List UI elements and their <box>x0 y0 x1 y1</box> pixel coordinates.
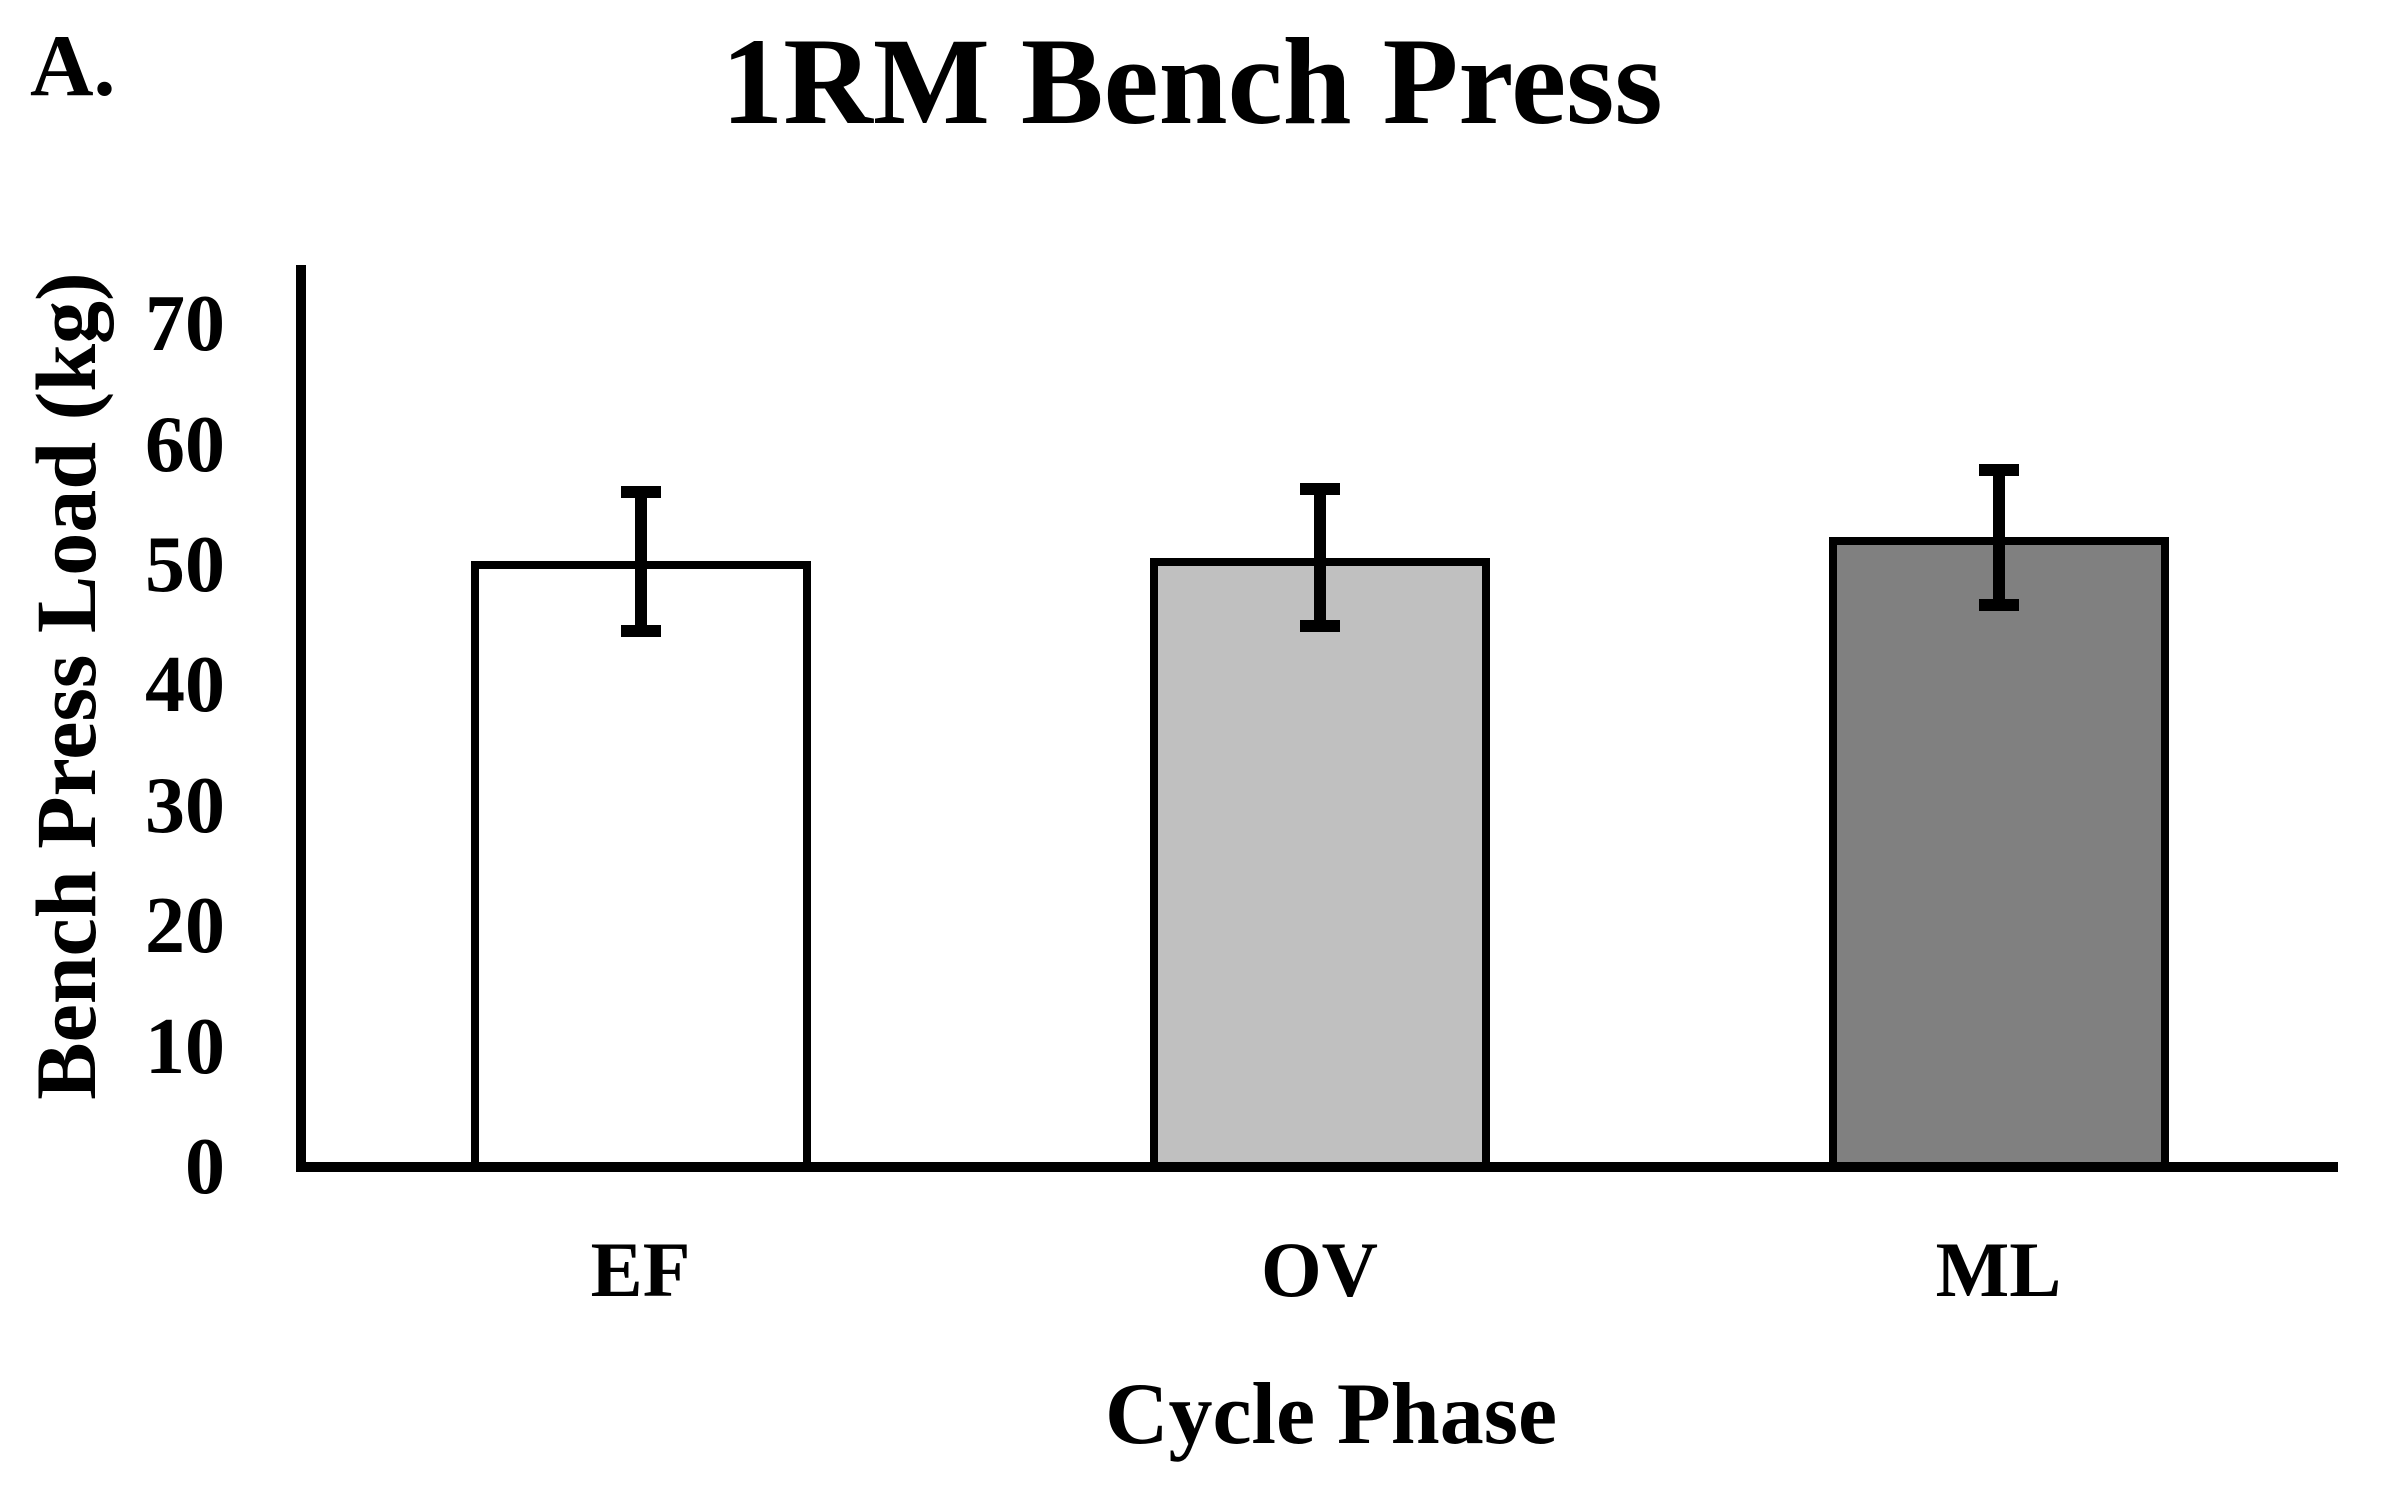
x-axis-title: Cycle Phase <box>1104 1366 1558 1463</box>
x-category-label-OV: OV <box>1261 1226 1378 1313</box>
error-bar-ML <box>1992 469 2005 605</box>
panel-label: A. <box>30 18 116 115</box>
bar-ML <box>1828 537 2169 1172</box>
bar-EF <box>470 561 811 1172</box>
error-cap-top-EF <box>620 485 661 498</box>
error-cap-bottom-ML <box>1978 598 2019 611</box>
error-cap-bottom-OV <box>1299 620 1340 633</box>
y-tick-label: 0 <box>185 1123 225 1211</box>
y-tick-label: 60 <box>145 400 225 489</box>
y-tick-label: 10 <box>145 1002 225 1091</box>
error-bar-EF <box>634 491 647 632</box>
y-tick-label: 30 <box>145 761 225 850</box>
x-axis-line <box>296 1162 2338 1172</box>
y-tick-label: 70 <box>145 280 225 369</box>
error-cap-top-OV <box>1299 483 1340 496</box>
y-tick-label: 40 <box>145 641 225 730</box>
bar-OV <box>1149 557 1490 1172</box>
y-axis-line <box>296 265 306 1172</box>
y-tick-label: 20 <box>145 882 225 971</box>
error-cap-bottom-EF <box>620 625 661 638</box>
x-category-label-EF: EF <box>590 1226 691 1313</box>
error-cap-top-ML <box>1978 463 2019 476</box>
y-tick-label: 50 <box>145 521 225 609</box>
error-bar-OV <box>1313 489 1326 627</box>
x-category-label-ML: ML <box>1935 1226 2062 1313</box>
chart-title: 1RM Bench Press <box>721 13 1663 150</box>
